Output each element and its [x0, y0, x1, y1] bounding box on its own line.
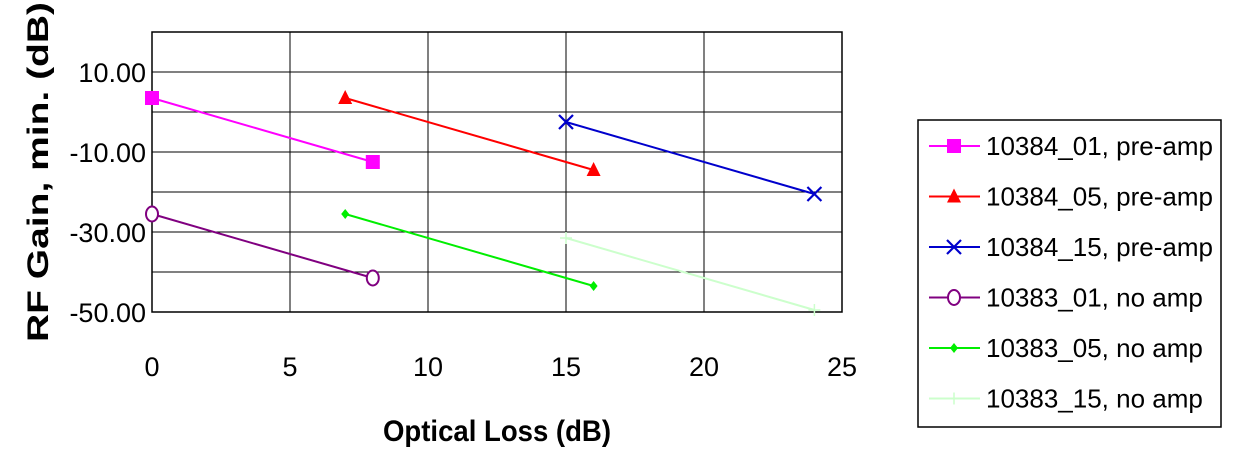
series-10384-05-pre-amp	[338, 90, 601, 176]
series-line	[344, 213, 594, 287]
y-tick-label: -10.00	[69, 138, 146, 168]
data-point	[341, 209, 350, 219]
x-tick-label: 15	[551, 352, 581, 382]
legend-item: 10383_01, no amp	[929, 283, 1203, 313]
series-10384-15-pre-amp	[558, 114, 823, 202]
data-point	[365, 155, 380, 169]
plot-border	[151, 31, 843, 313]
series-line	[151, 213, 374, 279]
series-line	[565, 121, 815, 195]
x-tick-label: 5	[282, 352, 297, 382]
legend-box	[917, 119, 1222, 428]
y-tick-label: 10.00	[78, 58, 146, 88]
data-point	[365, 269, 380, 287]
data-point	[586, 162, 601, 176]
plot-area	[152, 32, 842, 312]
legend-item: 10383_05, no amp	[929, 333, 1203, 363]
series-10384-01-pre-amp	[145, 91, 380, 169]
series-line	[344, 97, 594, 171]
series-10383-15-no-amp	[560, 232, 821, 316]
y-axis-title: RF Gain, min. (dB)	[22, 2, 55, 342]
legend-label: 10384_05, pre-amp	[986, 182, 1213, 212]
legend-marker	[946, 239, 962, 255]
legend-item: 10383_15, no amp	[929, 384, 1203, 414]
legend-label: 10383_01, no amp	[986, 283, 1203, 313]
legend: 10384_01, pre-amp 10384_05, pre-amp 10384_…	[917, 119, 1222, 428]
legend-item: 10384_01, pre-amp	[929, 131, 1213, 161]
series-10383-01-no-amp	[145, 205, 380, 287]
series-line	[565, 237, 815, 311]
legend-marker	[948, 392, 960, 405]
data-point	[806, 186, 823, 202]
series-line	[151, 97, 374, 163]
data-point	[808, 304, 821, 316]
legend-item: 10384_15, pre-amp	[929, 232, 1213, 262]
series-10383-05-no-amp	[341, 209, 598, 291]
x-tick-label: 20	[689, 352, 719, 382]
data-point	[145, 91, 159, 105]
data-point	[558, 114, 574, 130]
data-point	[560, 232, 572, 244]
x-tick-label: 0	[144, 352, 159, 382]
y-tick-label: -50.00	[69, 298, 146, 328]
grid	[152, 32, 842, 312]
legend-marker	[947, 289, 961, 306]
legend-label: 10384_15, pre-amp	[986, 232, 1213, 262]
data-point	[589, 281, 598, 291]
legend-label: 10383_05, no amp	[986, 333, 1203, 363]
legend-item: 10384_05, pre-amp	[929, 182, 1213, 212]
tick-labels: 0 5 10 15 20 25 -50.00 -30.00 -10.00 10.00	[69, 58, 857, 382]
series-group	[145, 90, 823, 316]
y-tick-label: -30.00	[69, 218, 146, 248]
legend-marker	[947, 139, 961, 153]
x-tick-label: 25	[827, 352, 857, 382]
legend-label: 10384_01, pre-amp	[986, 131, 1213, 161]
legend-marker	[947, 188, 961, 203]
x-axis-title: Optical Loss (dB)	[383, 415, 611, 448]
data-point	[145, 205, 159, 223]
legend-marker	[950, 343, 958, 353]
data-point	[338, 90, 353, 104]
legend-label: 10383_15, no amp	[986, 384, 1203, 414]
x-tick-label: 10	[413, 352, 443, 382]
